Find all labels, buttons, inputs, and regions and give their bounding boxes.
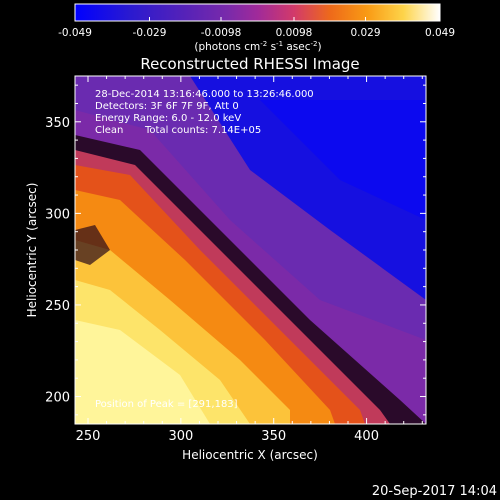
- y-tick-label: 350: [45, 116, 70, 131]
- y-tick-label: 300: [45, 207, 70, 222]
- annotation-peak: Position of Peak = [291,183]: [95, 399, 238, 410]
- colorbar-units: (photons cm-2 s-1 asec-2): [194, 40, 321, 53]
- x-tick-label: 300: [168, 429, 193, 444]
- colorbar: [74, 3, 441, 22]
- heatmap-image: [75, 76, 426, 424]
- chart-title: Reconstructed RHESSI Image: [140, 55, 359, 73]
- footer-timestamp: 20-Sep-2017 14:04: [372, 484, 497, 499]
- x-tick-label: 250: [76, 429, 101, 444]
- colorbar-tick-label: -0.049: [58, 27, 92, 39]
- annotation-counts: Total counts: 7.14E+05: [144, 125, 261, 136]
- colorbar-tick-label: -0.029: [133, 27, 167, 39]
- colorbar-tick-label: 0.0098: [276, 27, 313, 39]
- y-axis: 200 250 300 350: [45, 84, 426, 416]
- x-axis: 250 300 350 400: [76, 76, 423, 444]
- colorbar-ticks: -0.049 -0.029 -0.0098 0.0098 0.029 0.049: [58, 17, 455, 39]
- x-tick-label: 400: [354, 429, 379, 444]
- annotation-time-range: 28-Dec-2014 13:16:46.000 to 13:26:46.000: [95, 89, 314, 100]
- y-axis-label: Heliocentric Y (arcsec): [25, 183, 39, 318]
- y-tick-label: 200: [45, 391, 70, 406]
- colorbar-tick-label: 0.049: [425, 27, 455, 39]
- annotation-energy: Energy Range: 6.0 - 12.0 keV: [95, 113, 241, 124]
- annotation-method: Clean: [95, 125, 123, 136]
- x-axis-label: Heliocentric X (arcsec): [182, 448, 318, 462]
- colorbar-tick-label: 0.029: [350, 27, 380, 39]
- y-tick-label: 250: [45, 299, 70, 314]
- x-tick-label: 350: [261, 429, 286, 444]
- colorbar-tick-label: -0.0098: [201, 27, 242, 39]
- annotation-detectors: Detectors: 3F 6F 7F 9F, Att 0: [95, 101, 239, 112]
